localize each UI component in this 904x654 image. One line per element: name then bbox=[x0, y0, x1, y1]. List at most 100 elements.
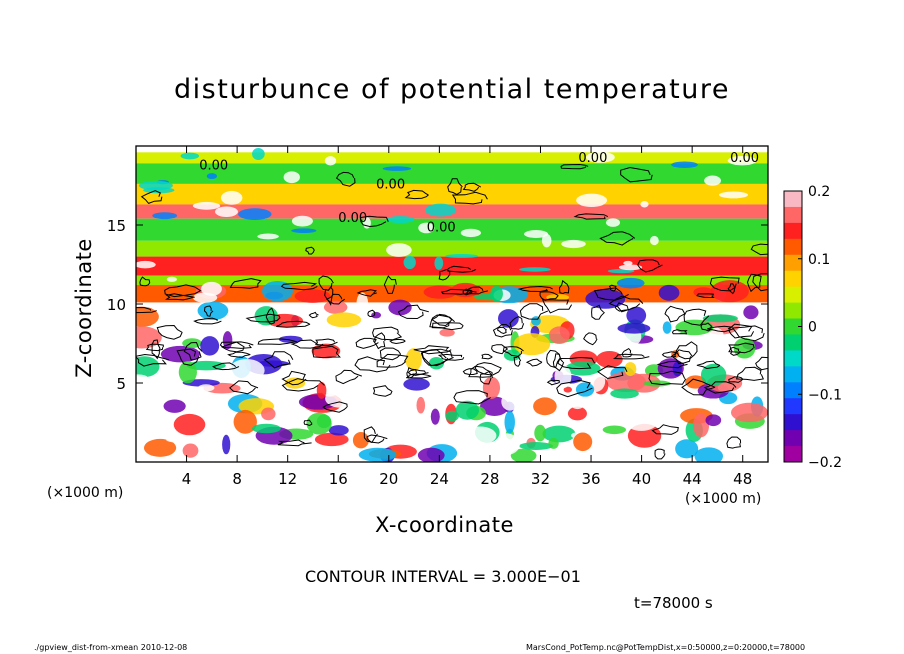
contour-line bbox=[583, 332, 598, 346]
cloud-patch bbox=[434, 256, 444, 270]
cloud-patch bbox=[519, 267, 551, 272]
turbulence-blob bbox=[178, 361, 197, 384]
turbulence-blob bbox=[531, 316, 541, 326]
cloud-patch bbox=[220, 190, 243, 205]
cloud-patch bbox=[618, 264, 643, 271]
turbulence-blob bbox=[136, 356, 160, 378]
turbulence-blob bbox=[694, 447, 723, 462]
contour-line bbox=[525, 358, 543, 367]
turbulence-blob bbox=[284, 377, 306, 389]
cloud-patch bbox=[382, 166, 412, 171]
turbulence-blob bbox=[136, 374, 148, 382]
contour-line bbox=[651, 424, 679, 435]
contour-line bbox=[276, 320, 311, 328]
contour-line bbox=[755, 356, 768, 371]
band-5 bbox=[136, 240, 768, 257]
turbulence-blob bbox=[388, 299, 412, 316]
contour-line bbox=[729, 346, 741, 356]
contour-line bbox=[474, 362, 502, 376]
contour-line bbox=[447, 178, 463, 195]
contour-line bbox=[406, 373, 432, 379]
x-tick-label: 48 bbox=[733, 470, 752, 488]
turbulence-blob bbox=[542, 425, 576, 443]
contour-line bbox=[366, 434, 388, 444]
band-6 bbox=[136, 256, 768, 276]
colorbar-segment bbox=[784, 270, 802, 288]
y-tick-label: 5 bbox=[116, 375, 126, 393]
colorbar-segment bbox=[784, 222, 802, 240]
turbulence-blob bbox=[743, 305, 759, 320]
contour-line bbox=[593, 287, 629, 301]
contour-line bbox=[750, 243, 768, 256]
contour-line bbox=[363, 426, 378, 443]
cloud-patch bbox=[403, 255, 416, 270]
contour-line bbox=[573, 213, 609, 220]
turbulence-blob bbox=[580, 312, 611, 324]
y-axis-label: Z-coordinate bbox=[72, 238, 96, 378]
contour-line bbox=[671, 329, 688, 335]
contour-line bbox=[219, 341, 254, 349]
x-tick-label: 8 bbox=[232, 470, 242, 488]
colorbar-segment bbox=[784, 430, 802, 447]
turbulence-blob bbox=[294, 289, 331, 303]
colorbar: 0.2 0.1 0 −0.1 −0.2 bbox=[783, 184, 842, 471]
turbulence-blob bbox=[222, 331, 233, 350]
cloud-patch bbox=[192, 201, 221, 210]
contour-line bbox=[322, 401, 348, 413]
contour-line bbox=[481, 353, 493, 360]
turbulence-blob bbox=[358, 338, 397, 353]
contour-line bbox=[556, 379, 593, 398]
contour-line bbox=[156, 324, 183, 340]
turbulence-blob bbox=[705, 414, 722, 427]
contour-line bbox=[318, 275, 334, 291]
turbulence-blob bbox=[173, 413, 206, 436]
contour-line bbox=[312, 345, 341, 359]
cloud-patch bbox=[718, 191, 749, 199]
turbulence-blob bbox=[675, 319, 714, 336]
turbulence-blob bbox=[548, 437, 559, 449]
cloud-patch bbox=[561, 239, 586, 249]
cloud-patch bbox=[386, 243, 412, 257]
contour-line bbox=[373, 332, 386, 350]
turbulence-blob bbox=[326, 312, 362, 328]
contour-line bbox=[539, 291, 559, 301]
contour-line bbox=[709, 276, 740, 292]
cloud-patch bbox=[238, 208, 272, 220]
colorbar-segment bbox=[784, 191, 802, 208]
turbulence-blob bbox=[278, 335, 303, 343]
colorbar-segment bbox=[784, 414, 802, 431]
contour-line bbox=[591, 304, 605, 320]
x-unit-label-right: (×1000 m) bbox=[685, 491, 762, 507]
turbulence-blob bbox=[672, 361, 682, 377]
contour-value-label: 0.00 bbox=[199, 159, 228, 174]
turbulence-blob bbox=[323, 300, 348, 314]
colorbar-tick-label: 0.1 bbox=[808, 252, 830, 268]
turbulence-blob bbox=[430, 311, 439, 318]
turbulence-blob bbox=[352, 431, 369, 449]
contour-line bbox=[648, 370, 687, 386]
contour-line bbox=[453, 390, 491, 405]
contour-line bbox=[637, 259, 663, 273]
turbulence-blob bbox=[297, 442, 323, 456]
x-tick-label: 4 bbox=[182, 470, 192, 488]
cloud-patch bbox=[215, 206, 238, 218]
turbulence-blob bbox=[463, 426, 497, 445]
contour-line bbox=[420, 349, 449, 367]
plot-area bbox=[136, 146, 768, 462]
turbulence-blob bbox=[689, 359, 701, 367]
cloud-patch bbox=[640, 201, 649, 208]
contour-line bbox=[229, 278, 262, 289]
turbulence-blob bbox=[702, 314, 738, 323]
turbulence-blob bbox=[534, 424, 547, 442]
turbulence-blob bbox=[233, 409, 257, 434]
turbulence-blob bbox=[573, 432, 593, 452]
colorbar-segment bbox=[784, 254, 802, 272]
turbulence-blob bbox=[222, 434, 231, 455]
colorbar-segment bbox=[784, 302, 802, 320]
cloud-patch bbox=[460, 228, 482, 238]
turbulence-blob bbox=[685, 375, 707, 389]
turbulence-blob bbox=[513, 333, 551, 356]
turbulence-blob bbox=[519, 442, 554, 450]
colorbar-segment bbox=[784, 318, 802, 335]
